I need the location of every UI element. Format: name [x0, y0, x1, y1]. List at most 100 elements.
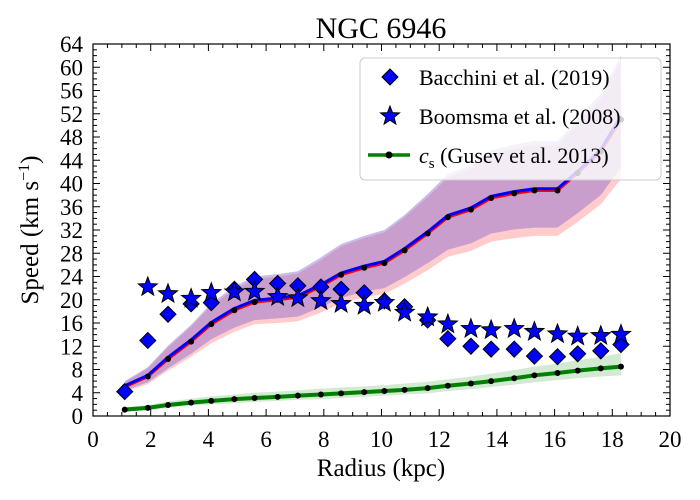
x-tick-label: 16 — [543, 427, 566, 452]
boomsma-star — [393, 301, 416, 322]
fit-dot — [554, 187, 561, 194]
y-tick-label: 20 — [60, 288, 83, 313]
x-tick-label: 20 — [659, 427, 682, 452]
gusev-dot — [188, 399, 195, 406]
gusev-dot — [361, 389, 368, 396]
legend-diamond-marker — [381, 68, 399, 86]
x-tick-label: 14 — [485, 427, 509, 452]
boomsma-star — [223, 280, 246, 302]
fit-dot — [231, 307, 238, 314]
legend: Bacchini et al. (2019) Boomsma et al. (2… — [359, 57, 662, 181]
y-tick-label: 32 — [60, 218, 83, 243]
bacchini-fit-band — [124, 60, 621, 392]
boomsma-star — [330, 292, 352, 314]
bacchini-diamond — [592, 342, 610, 360]
gusev-dot — [467, 380, 474, 387]
x-tick-label: 0 — [87, 427, 99, 452]
gusev-dot — [597, 365, 604, 372]
x-axis-label: Radius (kpc) — [317, 455, 445, 482]
fit-dot — [424, 230, 431, 237]
gusev-dot — [338, 390, 345, 397]
gusev-dot — [381, 388, 388, 395]
boomsma-star — [180, 287, 202, 308]
legend-label-rest: (Gusev et al. 2013) — [435, 143, 609, 168]
gusev-line — [124, 364, 622, 412]
fit-dot — [531, 187, 538, 194]
gusev-dot — [401, 386, 408, 393]
y-tick-label: 4 — [72, 381, 84, 406]
bacchini-diamond — [159, 305, 177, 323]
x-tick-label: 12 — [428, 427, 451, 452]
boomsma-star — [286, 286, 309, 308]
boomsma-star — [523, 320, 546, 341]
legend-subscript: s — [429, 156, 435, 172]
plot-area — [92, 43, 671, 417]
fit-dot — [401, 247, 408, 254]
legend-label-boomsma: Boomsma et al. (2008) — [419, 104, 621, 129]
boomsma-star — [566, 324, 589, 346]
fit-dot — [444, 214, 451, 221]
boomsma-star — [266, 285, 289, 307]
y-tick-label: 28 — [60, 241, 83, 266]
gusev-dot — [511, 375, 518, 382]
y-axis-label-main: Speed (km s — [17, 181, 44, 305]
gusev-dot — [251, 394, 258, 401]
bacchini-diamond — [482, 340, 500, 358]
legend-label-gusev: cs (Gusev et al. 2013) — [419, 143, 609, 172]
boomsma-star — [589, 324, 612, 346]
fit-dot — [488, 195, 495, 202]
y-tick-label: 44 — [60, 148, 84, 173]
gusev-dot — [165, 401, 172, 408]
y-tick-label: 40 — [60, 172, 83, 197]
fit-dot — [144, 373, 151, 380]
y-tick-label: 48 — [60, 125, 83, 150]
y-axis-label-end: ) — [17, 156, 44, 164]
boomsma-star — [157, 282, 179, 304]
x-tick-label: 4 — [203, 427, 215, 452]
y-tick-label: 12 — [60, 334, 83, 359]
x-tick-label: 18 — [601, 427, 624, 452]
gusev-dot — [488, 378, 495, 385]
gusev-dot — [617, 363, 624, 370]
gusev-dot — [554, 369, 561, 376]
legend-entry-gusev: cs (Gusev et al. 2013) — [368, 143, 609, 172]
boomsma-star — [480, 318, 502, 340]
gusev-dot — [424, 385, 431, 392]
x-tick-label: 10 — [370, 427, 393, 452]
series-lines — [124, 115, 623, 412]
y-tick-label: 8 — [72, 358, 84, 383]
fit-dot — [361, 264, 368, 271]
boomsma-star — [243, 280, 266, 301]
boomsma-star — [610, 323, 632, 344]
bacchini-diamond — [525, 347, 544, 365]
legend-entry-boomsma: Boomsma et al. (2008) — [379, 104, 621, 129]
legend-label-bacchini: Bacchini et al. (2019) — [419, 65, 610, 90]
bacchini-diamond — [505, 340, 523, 358]
x-tick-label: 6 — [260, 427, 272, 452]
boomsma-star — [546, 322, 569, 344]
boomsma-star — [353, 294, 376, 315]
gusev-dot — [294, 392, 301, 399]
chart-title: NGC 6946 — [316, 12, 447, 45]
series-markers — [116, 116, 632, 413]
bacchini-diamond — [568, 345, 587, 363]
y-tick-label: 24 — [60, 265, 84, 290]
y-tick-label: 16 — [60, 311, 83, 336]
fit-dot — [338, 271, 345, 278]
boomsma-star — [460, 317, 482, 339]
bacchini-diamond — [439, 329, 457, 348]
bacchini-diamond — [462, 337, 480, 355]
x-tick-label: 2 — [145, 427, 157, 452]
fit-dot — [165, 356, 172, 363]
y-tick-label: 0 — [72, 404, 84, 429]
gusev-dot — [531, 372, 538, 379]
boomsma-star — [200, 281, 223, 303]
y-axis-label: Speed (km s−1) — [16, 156, 44, 305]
legend-symbol: c — [419, 143, 429, 168]
boomsma-star — [136, 275, 159, 297]
bacchini-diamond — [548, 348, 567, 366]
x-tick-label: 8 — [318, 427, 330, 452]
y-tick-label: 52 — [60, 102, 83, 127]
gusev-dot — [317, 391, 324, 398]
boomsma-star — [503, 317, 526, 339]
